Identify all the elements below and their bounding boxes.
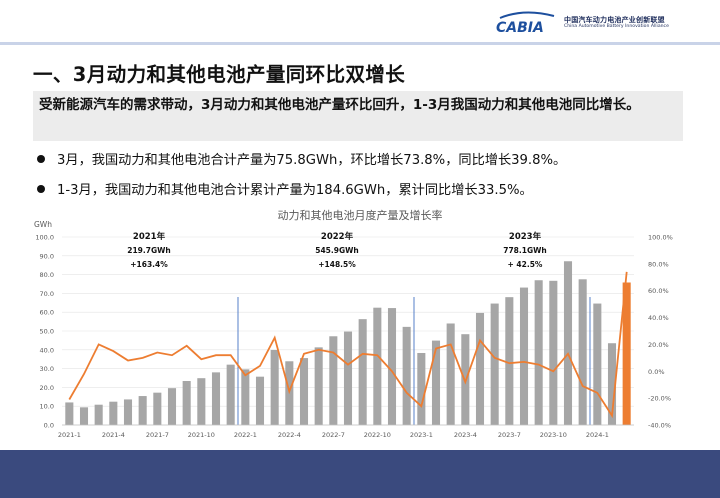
header-rule	[0, 42, 720, 45]
x-tick-label: 2023-10	[540, 431, 567, 439]
bar	[270, 349, 279, 425]
x-tick-label: 2021-4	[102, 431, 125, 439]
bar	[343, 331, 353, 425]
y-tick-label: 50.0	[40, 328, 54, 336]
bar	[255, 376, 265, 425]
x-tick-label: 2021-10	[188, 431, 215, 439]
bar	[197, 378, 206, 425]
y2-tick-label: 0.0%	[648, 368, 665, 376]
cabia-logo: CABIA 中国汽车动力电池产业创新联盟 China Automotive Ba…	[494, 10, 669, 36]
bullet-dot-icon	[37, 184, 45, 193]
y-axis-unit: GWh	[34, 220, 52, 229]
logo-name-cn: 中国汽车动力电池产业创新联盟	[564, 15, 665, 24]
y-tick-label: 10.0	[40, 403, 54, 411]
chart-title: 动力和其他电池月度产量及增长率	[278, 208, 443, 222]
x-tick-label: 2023-4	[454, 431, 477, 439]
bar	[65, 402, 74, 425]
x-tick-label: 2023-7	[498, 431, 521, 439]
y2-tick-label: 80.0%	[648, 260, 669, 268]
bar	[549, 280, 558, 425]
page-title: 一、3月动力和其他电池产量同环比双增长	[33, 63, 406, 86]
bar	[211, 372, 221, 425]
y2-tick-label: 20.0%	[648, 341, 669, 349]
annotation-year: 2023年	[509, 231, 542, 242]
chart-svg: 动力和其他电池月度产量及增长率 GWh 0.0 10.0 20.0 30.0 40.0 50.…	[34, 208, 673, 439]
annotation-year: 2022年	[321, 231, 354, 242]
x-tick-label: 2023-1	[410, 431, 433, 439]
page-header: CABIA 中国汽车动力电池产业创新联盟 China Automotive Ba…	[0, 0, 720, 46]
bar	[226, 364, 235, 425]
bar	[505, 297, 514, 425]
y-tick-label: 40.0	[40, 346, 54, 354]
bullet-item: 3月，我国动力和其他电池合计产量为75.8GWh，环比增长73.8%，同比增长3…	[33, 149, 566, 168]
y-tick-label: 30.0	[40, 365, 54, 373]
bar	[138, 396, 147, 425]
bar	[607, 343, 617, 425]
bar	[563, 261, 573, 425]
bar	[109, 401, 118, 425]
production-chart: 动力和其他电池月度产量及增长率 GWh 0.0 10.0 20.0 30.0 40.0 50.…	[30, 205, 690, 450]
bar	[358, 319, 367, 425]
y2-tick-label: 40.0%	[648, 314, 669, 322]
bar	[79, 407, 89, 425]
x-tick-label: 2022-4	[278, 431, 301, 439]
bar	[153, 392, 162, 425]
bar	[387, 308, 397, 425]
bar	[578, 279, 587, 425]
logo-name-en: China Automotive Battery Innovation Alli…	[564, 24, 669, 30]
x-tick-label: 2024-1	[586, 431, 609, 439]
y-tick-label: 20.0	[40, 384, 54, 392]
bar	[314, 347, 323, 425]
bar	[593, 303, 602, 425]
x-tick-label: 2022-10	[364, 431, 391, 439]
bar	[431, 340, 441, 425]
annotation-growth: +163.4%	[130, 260, 168, 269]
y-tick-label: 60.0	[40, 309, 54, 317]
annotation-year: 2021年	[133, 231, 166, 242]
x-tick-label: 2021-7	[146, 431, 169, 439]
y-tick-label: 90.0	[40, 252, 54, 260]
bullet-dot-icon	[37, 154, 45, 163]
y-tick-label: 70.0	[40, 290, 54, 298]
bar	[475, 312, 485, 425]
summary-box: 受新能源汽车的需求带动，3月动力和其他电池产量环比回升，1-3月我国动力和其他电…	[33, 91, 683, 141]
annotation-growth: +148.5%	[318, 260, 356, 269]
x-tick-label: 2022-1	[234, 431, 257, 439]
y-tick-label: 80.0	[40, 271, 54, 279]
bullet-text: 1-3月，我国动力和其他电池合计累计产量为184.6GWh，累计同比增长33.5…	[57, 183, 533, 198]
y-tick-label: 100.0	[35, 234, 54, 242]
y2-tick-label: -40.0%	[648, 422, 671, 430]
cabia-logo-icon: CABIA	[496, 11, 555, 36]
bar	[182, 381, 191, 425]
bar	[94, 404, 103, 425]
bar	[402, 326, 411, 425]
y2-tick-label: 100.0%	[648, 234, 673, 242]
bar	[329, 336, 338, 425]
x-tick-label: 2022-7	[322, 431, 345, 439]
bar	[417, 352, 426, 425]
bullet-text: 3月，我国动力和其他电池合计产量为75.8GWh，环比增长73.8%，同比增长3…	[57, 153, 567, 168]
bar	[490, 303, 499, 425]
annotation-growth: + 42.5%	[508, 260, 543, 269]
annotation-total: 545.9GWh	[315, 246, 359, 255]
y2-tick-label: -20.0%	[648, 395, 671, 403]
y-tick-label: 0.0	[44, 422, 54, 430]
y2-tick-label: 60.0%	[648, 287, 669, 295]
bar	[622, 282, 631, 425]
bar	[241, 369, 250, 425]
bar	[446, 323, 455, 425]
bar	[167, 388, 177, 425]
bar	[373, 307, 382, 425]
annotation-total: 219.7GWh	[127, 246, 171, 255]
bar	[299, 358, 309, 425]
x-tick-label: 2021-1	[58, 431, 81, 439]
bar	[123, 399, 133, 425]
logo-mark-text: CABIA	[496, 20, 544, 36]
growth-rate-line	[68, 271, 628, 419]
bullet-item: 1-3月，我国动力和其他电池合计累计产量为184.6GWh，累计同比增长33.5…	[33, 179, 533, 198]
footer-band	[0, 450, 720, 498]
annotation-total: 778.1GWh	[503, 246, 547, 255]
bar	[519, 287, 529, 425]
bar	[534, 280, 543, 425]
